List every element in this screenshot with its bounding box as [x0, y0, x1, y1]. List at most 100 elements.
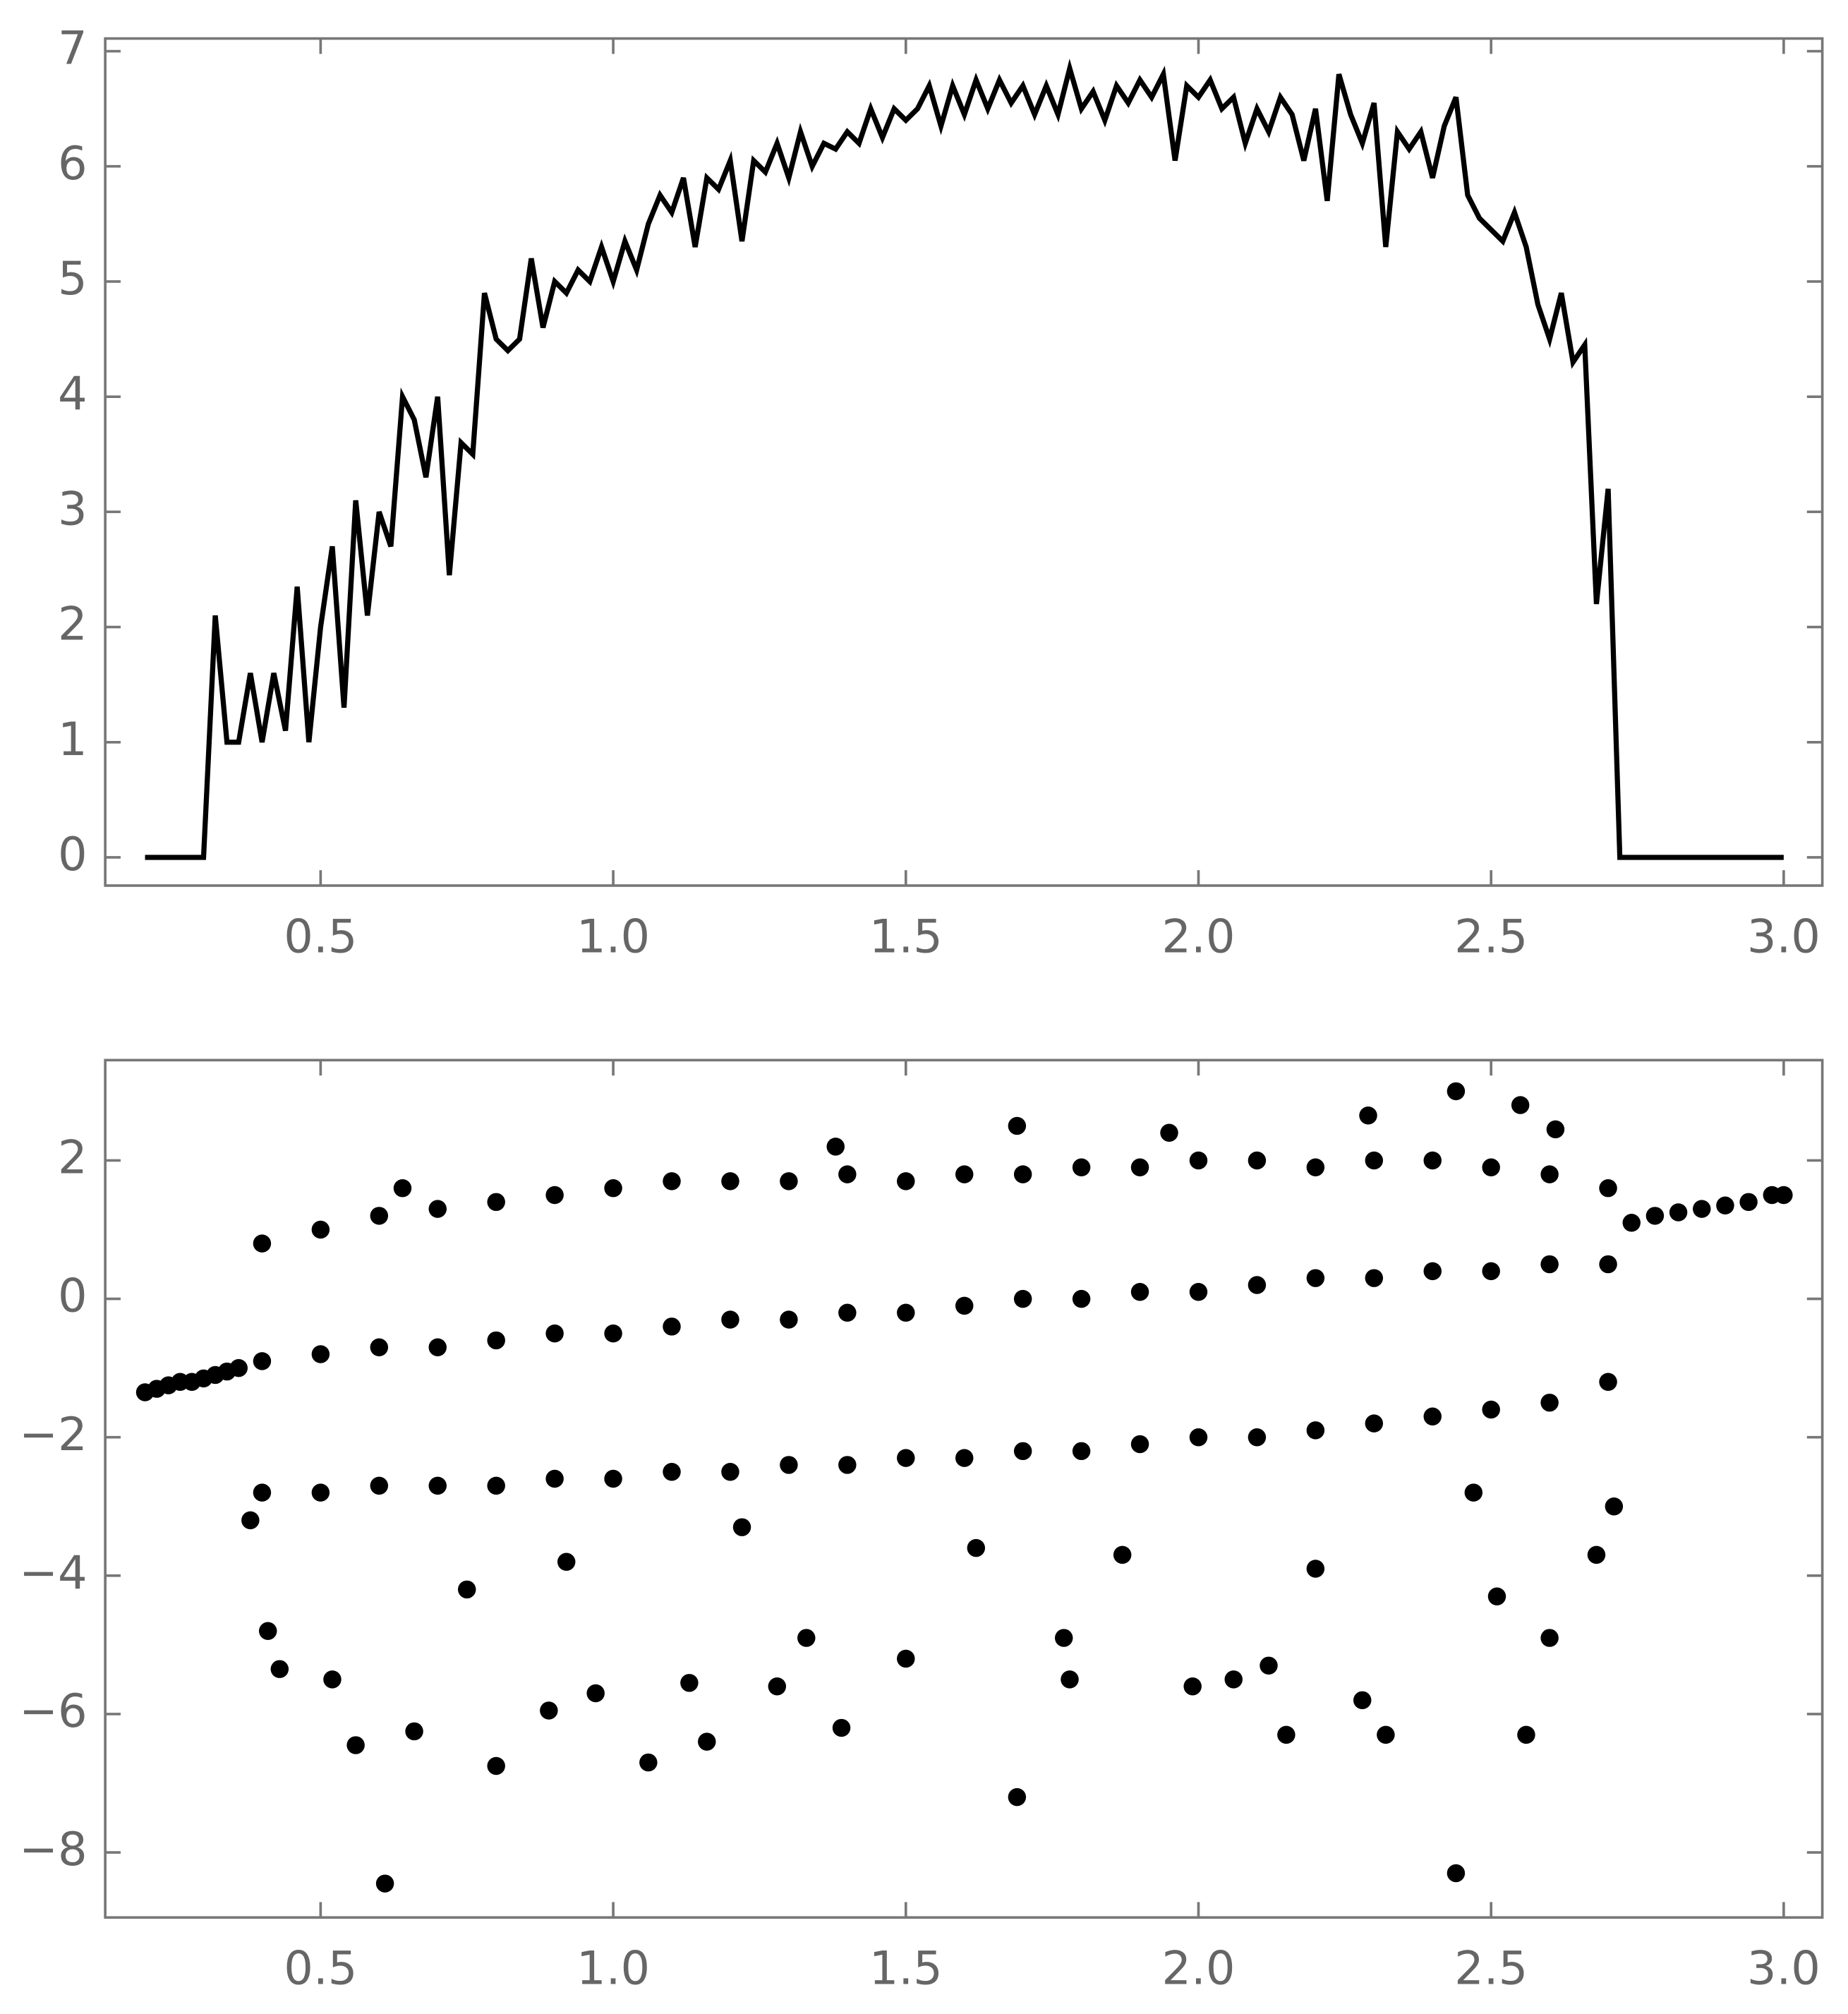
data-point [1517, 1725, 1535, 1744]
data-point [1189, 1151, 1208, 1170]
data-point [1482, 1400, 1500, 1419]
data-point [1113, 1545, 1132, 1564]
y-tick-label: 2 [58, 598, 87, 651]
data-point [780, 1310, 798, 1329]
data-point [955, 1165, 974, 1183]
data-point [1775, 1186, 1793, 1205]
data-point [832, 1718, 851, 1737]
y-tick-label: −2 [19, 1408, 87, 1461]
data-point [1130, 1158, 1149, 1177]
data-point [393, 1178, 412, 1198]
data-point [1482, 1262, 1500, 1281]
data-point [897, 1303, 915, 1322]
data-point [545, 1324, 564, 1343]
data-point [586, 1684, 605, 1703]
data-point [370, 1476, 389, 1495]
data-point [1008, 1787, 1027, 1807]
data-point [1359, 1107, 1377, 1125]
data-point [1130, 1435, 1149, 1454]
data-point [1423, 1262, 1442, 1281]
y-tick-label: 5 [58, 252, 87, 306]
data-point [1072, 1289, 1091, 1308]
y-tick-label: 3 [58, 482, 87, 536]
data-point [487, 1193, 505, 1212]
data-point [1013, 1289, 1032, 1308]
data-point [698, 1732, 716, 1751]
plot-frame [104, 1059, 1824, 1919]
data-point [1605, 1497, 1624, 1516]
data-point [540, 1701, 558, 1720]
data-point [780, 1456, 798, 1474]
data-point [897, 1649, 915, 1668]
data-point [487, 1476, 505, 1495]
data-point [604, 1178, 622, 1198]
data-point [1447, 1082, 1466, 1101]
data-point [1013, 1165, 1032, 1183]
data-point [1365, 1414, 1384, 1433]
data-point [370, 1207, 389, 1225]
data-point [1447, 1864, 1466, 1883]
data-point [1130, 1283, 1149, 1301]
y-tick-label: 0 [58, 1270, 87, 1323]
data-point [241, 1511, 260, 1530]
data-point [1072, 1442, 1091, 1461]
data-point [1248, 1276, 1267, 1294]
data-point [1464, 1483, 1483, 1502]
data-line [145, 59, 1784, 860]
data-point [270, 1660, 289, 1678]
x-tick-label: 3.0 [1747, 910, 1820, 963]
data-point [1072, 1158, 1091, 1177]
x-tick-label: 1.0 [576, 910, 650, 963]
x-tick-label: 2.0 [1161, 1942, 1235, 1996]
data-point [1669, 1203, 1688, 1222]
data-point [1645, 1207, 1665, 1225]
x-tick-label: 1.5 [869, 1942, 943, 1996]
y-tick-label: 1 [58, 713, 87, 766]
data-point [1183, 1677, 1202, 1696]
data-point [1540, 1629, 1559, 1647]
y-tick-label: 6 [58, 137, 87, 191]
data-point [1540, 1165, 1559, 1183]
data-point [1487, 1587, 1506, 1605]
data-point [1693, 1200, 1711, 1218]
y-tick-label: −6 [19, 1684, 87, 1738]
x-tick-label: 2.5 [1454, 1942, 1528, 1996]
y-tick-label: 2 [58, 1131, 87, 1185]
data-point [1054, 1629, 1073, 1647]
data-point [838, 1303, 857, 1322]
data-point [1739, 1193, 1758, 1212]
data-point [1423, 1151, 1442, 1170]
data-point [428, 1200, 447, 1218]
data-point [663, 1172, 681, 1190]
data-point [1248, 1151, 1267, 1170]
data-point [1365, 1269, 1384, 1287]
data-point [780, 1172, 798, 1190]
data-point [1716, 1196, 1734, 1214]
data-point [375, 1874, 394, 1893]
x-tick-label: 2.0 [1161, 910, 1235, 963]
data-point [1189, 1428, 1208, 1447]
x-tick-label: 0.5 [284, 1942, 357, 1996]
data-point [1306, 1560, 1325, 1578]
y-tick-label: 7 [58, 22, 87, 76]
data-point [1599, 1178, 1617, 1198]
data-point [457, 1580, 476, 1599]
y-tick-label: 4 [58, 367, 87, 421]
data-point [721, 1463, 739, 1481]
data-point [1353, 1691, 1372, 1710]
data-point [311, 1345, 330, 1363]
data-point [346, 1736, 365, 1754]
data-point [487, 1756, 505, 1775]
data-point [405, 1722, 423, 1741]
data-point [838, 1165, 857, 1183]
data-point [1377, 1725, 1395, 1744]
data-point [1599, 1255, 1617, 1274]
data-point [253, 1352, 272, 1370]
data-point [253, 1234, 272, 1253]
x-tick-label: 3.0 [1747, 1942, 1820, 1996]
data-point [1365, 1151, 1384, 1170]
data-point [826, 1138, 845, 1156]
data-point [955, 1449, 974, 1467]
data-point [1260, 1656, 1278, 1675]
x-tick-label: 2.5 [1454, 910, 1528, 963]
